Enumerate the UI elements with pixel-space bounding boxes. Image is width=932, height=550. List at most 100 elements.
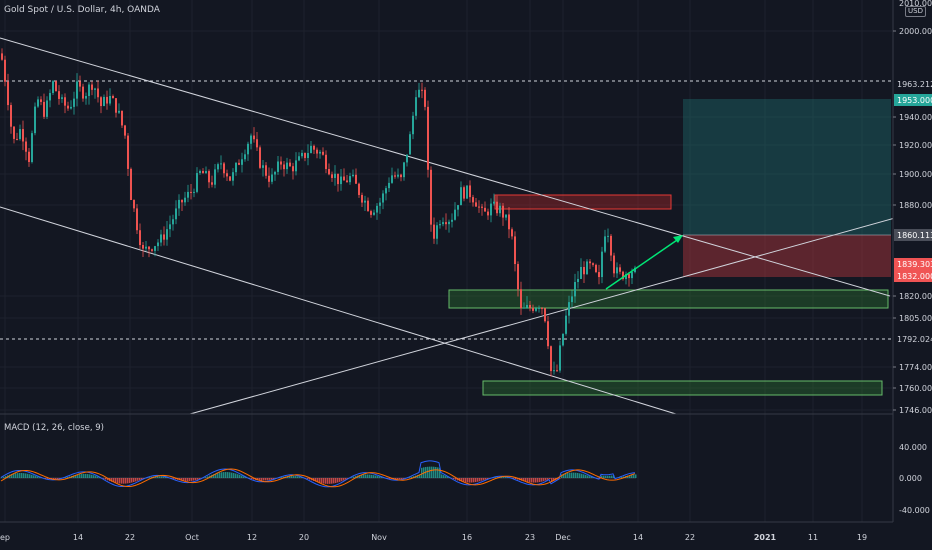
- macd-histogram-bar: [325, 478, 327, 484]
- price-badge-label: 1963.212: [897, 80, 932, 89]
- macd-histogram-bar: [151, 476, 153, 478]
- macd-histogram-bar: [103, 478, 105, 479]
- macd-histogram-bar: [607, 475, 609, 478]
- candle-body: [508, 214, 510, 230]
- price-badge: 1832.000: [894, 270, 932, 282]
- macd-histogram-bar: [401, 478, 403, 480]
- macd-histogram-bar: [437, 467, 439, 478]
- macd-histogram-bar: [163, 476, 165, 478]
- candle-body: [295, 160, 297, 172]
- time-tick-label: 16: [462, 533, 472, 542]
- long-position-target-zone[interactable]: [683, 99, 891, 235]
- price-tick-label: 1940.000: [899, 113, 932, 122]
- candle-body: [22, 129, 24, 142]
- candle-body: [325, 154, 327, 170]
- macd-histogram-bar: [443, 475, 445, 478]
- macd-histogram-bar: [565, 473, 567, 478]
- macd-histogram-bar: [355, 476, 357, 478]
- time-tick-label: 11: [808, 533, 818, 542]
- macd-histogram-bar: [3, 476, 5, 478]
- candle-body: [607, 235, 609, 237]
- macd-histogram-bar: [127, 478, 129, 484]
- trend-lines[interactable]: [0, 37, 896, 415]
- time-tick-label: 2021: [754, 533, 777, 542]
- macd-histogram-bar: [53, 478, 55, 480]
- macd-histogram-bar: [577, 472, 579, 478]
- macd-histogram-bar: [495, 477, 497, 478]
- macd-histogram-bar: [207, 476, 209, 478]
- macd-histogram-bar: [107, 478, 109, 481]
- candle-body: [253, 135, 255, 140]
- time-axis[interactable]: ep 14 22 Oct 12 20 Nov 16 23 Dec 14 22 2021 11 19: [0, 533, 867, 542]
- candle-body: [130, 168, 132, 201]
- candle-body: [376, 205, 378, 213]
- macd-histogram-bar: [227, 472, 229, 478]
- candle-body: [175, 208, 177, 220]
- macd-histogram-bar: [67, 476, 69, 478]
- projection-arrow[interactable]: [605, 235, 683, 290]
- candle-body: [523, 307, 525, 309]
- macd-histogram-bar: [105, 478, 107, 480]
- candle-body: [358, 183, 360, 195]
- candle-body: [142, 245, 144, 249]
- ascending-trendline[interactable]: [189, 217, 896, 415]
- macd-histogram-bar: [315, 478, 317, 482]
- candle-body: [193, 191, 195, 193]
- macd-histogram-bar: [261, 478, 263, 481]
- macd-histogram-bar: [399, 478, 401, 480]
- macd-histogram-bar: [583, 474, 585, 478]
- macd-histogram-bar: [197, 478, 199, 480]
- time-tick-label: 14: [73, 533, 83, 542]
- macd-histogram-bar: [427, 466, 429, 478]
- candle-body: [424, 89, 426, 107]
- macd-legend[interactable]: MACD (12, 26, close, 9): [4, 423, 104, 433]
- candle-body: [46, 100, 48, 117]
- support-zone-upper[interactable]: [448, 289, 889, 309]
- arrow-shaft: [605, 237, 681, 290]
- candle-body: [568, 302, 570, 316]
- candle-body: [70, 106, 72, 109]
- macd-histogram-bar: [363, 474, 365, 478]
- macd-histogram-bar: [371, 474, 373, 478]
- macd-histogram-bar: [55, 478, 57, 480]
- candle-body: [436, 225, 438, 239]
- candle-body: [34, 106, 36, 134]
- drawing-zones[interactable]: [448, 99, 891, 396]
- descending-trendline-upper[interactable]: [0, 37, 891, 297]
- macd-histogram-bar: [291, 475, 293, 478]
- candle-body: [427, 106, 429, 170]
- macd-histogram-bar: [561, 474, 563, 478]
- candle-body: [256, 139, 258, 148]
- macd-line: [0, 460, 636, 488]
- macd-histogram-bar: [165, 477, 167, 478]
- candle-body: [226, 173, 228, 177]
- candle-body: [601, 251, 603, 278]
- candle-body: [247, 143, 249, 155]
- candle-body: [430, 169, 432, 225]
- descending-trendline-lower[interactable]: [0, 206, 677, 415]
- macd-histogram-bar: [531, 478, 533, 483]
- candle-body: [196, 173, 198, 192]
- price-axis[interactable]: 2000.000 1940.000 1920.000 1900.000 1880.000…: [893, 0, 932, 415]
- candle-body: [370, 211, 372, 215]
- macd-histogram-bar: [465, 478, 467, 483]
- candle-body: [322, 151, 324, 155]
- macd-histogram-bar: [359, 475, 361, 478]
- long-position-stop-zone[interactable]: [683, 235, 891, 277]
- macd-histogram-bar: [251, 478, 253, 479]
- currency-badge[interactable]: USD: [905, 6, 926, 17]
- macd-histogram-bar: [25, 473, 27, 478]
- candle-body: [55, 81, 57, 92]
- support-zone-lower[interactable]: [482, 380, 883, 396]
- macd-histogram-bar: [503, 476, 505, 478]
- candle-body: [589, 261, 591, 264]
- macd-histogram-bar: [73, 475, 75, 478]
- macd-histogram-bar: [563, 473, 565, 478]
- macd-histogram-bar: [187, 478, 189, 482]
- candle-body: [580, 266, 582, 279]
- candle-body: [238, 162, 240, 165]
- macd-histogram-bar: [47, 478, 49, 479]
- macd-histogram-bar: [119, 478, 121, 484]
- macd-histogram-bar: [75, 474, 77, 478]
